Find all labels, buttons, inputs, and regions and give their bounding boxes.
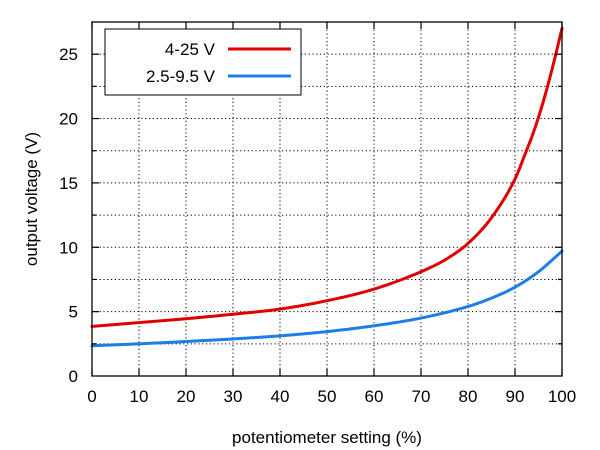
legend-box: [104, 28, 302, 96]
y-tick-label: 10: [59, 238, 78, 257]
y-tick-label: 15: [59, 174, 78, 193]
x-tick-label: 10: [130, 387, 149, 406]
y-tick-label: 5: [69, 303, 78, 322]
x-tick-label: 50: [318, 387, 337, 406]
x-tick-label: 60: [365, 387, 384, 406]
legend-label-2-5-9-5v: 2.5-9.5 V: [146, 67, 216, 86]
x-tick-label: 70: [412, 387, 431, 406]
legend-label-4-25v: 4-25 V: [165, 40, 216, 59]
x-tick-label: 80: [459, 387, 478, 406]
y-tick-label: 0: [69, 367, 78, 386]
y-tick-label: 20: [59, 110, 78, 129]
x-tick-label: 20: [177, 387, 196, 406]
x-tick-label: 100: [548, 387, 576, 406]
x-tick-label: 90: [506, 387, 525, 406]
series-line-2-5-9-5-v: [90, 249, 564, 348]
series-line-4-25-v: [90, 26, 564, 328]
legend: 4-25 V 2.5-9.5 V: [104, 28, 302, 96]
ticks: 0 10 20 30 40 50 60 70 80 90 100 0 5 10 15 20 25: [59, 22, 576, 406]
y-tick-label: 25: [59, 45, 78, 64]
series-layer: [90, 26, 564, 348]
grid: [92, 22, 562, 376]
x-axis-title: potentiometer setting (%): [232, 428, 422, 447]
x-tick-label: 40: [271, 387, 290, 406]
x-tick-label: 0: [87, 387, 96, 406]
y-axis-title: output voltage (V): [22, 132, 41, 266]
x-tick-label: 30: [224, 387, 243, 406]
